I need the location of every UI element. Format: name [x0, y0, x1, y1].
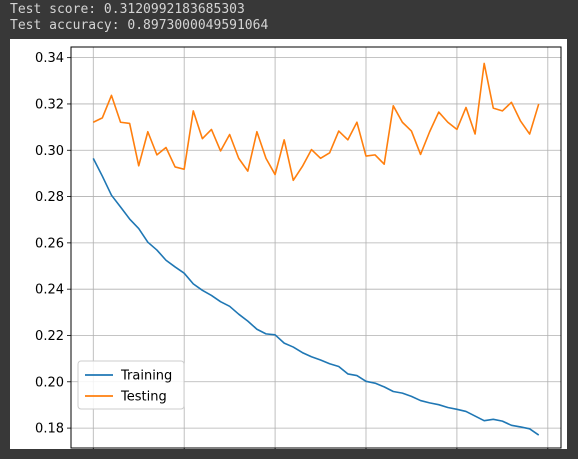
- y-tick-label: 0.18: [35, 422, 64, 437]
- line-chart: 010203040500.180.200.220.240.260.280.300…: [35, 46, 562, 449]
- series-lines: [92, 62, 540, 436]
- legend-label-testing: Testing: [120, 390, 167, 405]
- y-tick-label: 0.32: [35, 97, 64, 112]
- legend-label-training: Training: [120, 369, 172, 384]
- series-line-testing: [92, 62, 540, 182]
- test-score-line: Test score: 0.3120992183685303: [10, 2, 245, 17]
- figure-canvas: 010203040500.180.200.220.240.260.280.300…: [10, 39, 567, 449]
- test-accuracy-line: Test accuracy: 0.8973000049591064: [10, 18, 269, 33]
- legend: Training Testing: [77, 360, 185, 410]
- y-tick-label: 0.26: [35, 236, 64, 251]
- y-tick-label: 0.34: [35, 51, 64, 66]
- series-line-training: [92, 157, 540, 436]
- y-tick-label: 0.28: [35, 190, 64, 205]
- y-tick-label: 0.20: [35, 375, 64, 390]
- y-tick-label: 0.30: [35, 144, 64, 159]
- axes-frame: [70, 46, 562, 449]
- axis-ticks: 010203040500.180.200.220.240.260.280.300…: [35, 51, 549, 449]
- y-tick-label: 0.22: [35, 329, 64, 344]
- legend-box: [77, 360, 185, 410]
- console-output: Test score: 0.3120992183685303 Test accur…: [10, 2, 268, 34]
- y-tick-label: 0.24: [35, 283, 64, 298]
